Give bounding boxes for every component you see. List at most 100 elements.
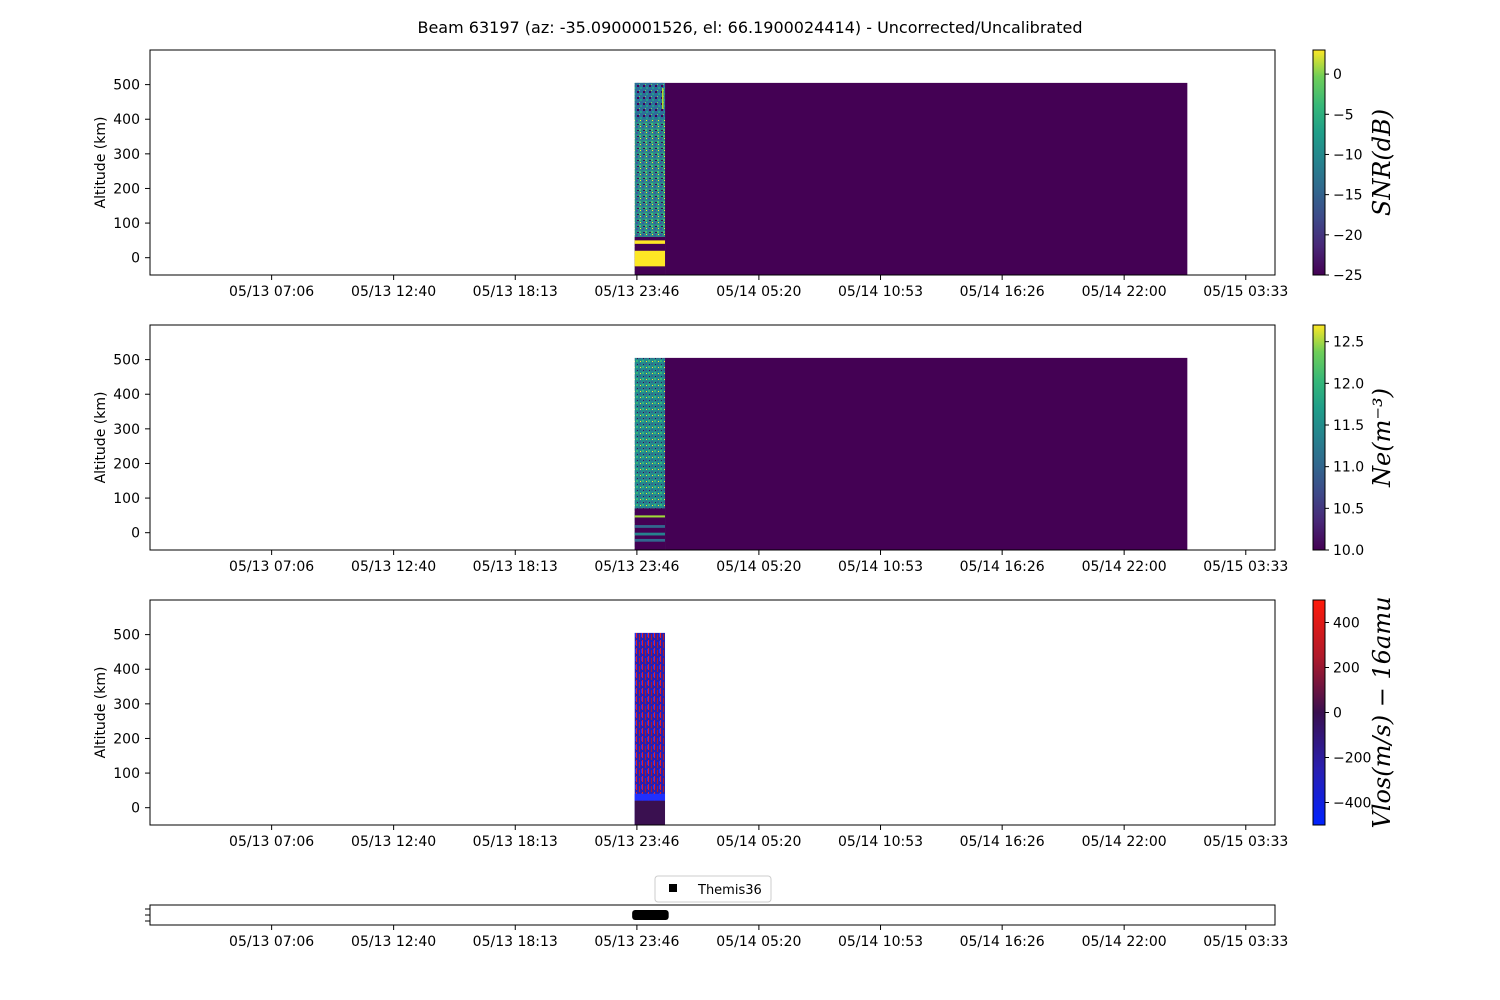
vlos-x-tick-label: 05/13 12:40 bbox=[351, 834, 436, 850]
ne-band bbox=[634, 525, 666, 528]
snr-colorbar bbox=[1312, 49, 1326, 276]
ne-y-tick-label: 400 bbox=[113, 387, 140, 403]
snr-x-tick-label: 05/13 23:46 bbox=[594, 284, 679, 300]
vlos-y-axis-label: Altitude (km) bbox=[93, 667, 109, 759]
vlos-x-tick-label: 05/14 05:20 bbox=[716, 834, 801, 850]
snr-x-tick-label: 05/13 12:40 bbox=[351, 284, 436, 300]
ne-y-tick-label: 0 bbox=[131, 526, 140, 542]
ne-colorbar bbox=[1312, 324, 1326, 551]
snr-axes-frame bbox=[149, 49, 1276, 276]
snr-x-tick-label: 05/14 05:20 bbox=[716, 284, 801, 300]
ne-y-axis-label: Altitude (km) bbox=[93, 392, 109, 484]
ne-x-tick-label: 05/14 16:26 bbox=[960, 559, 1045, 575]
heatmap-panels: 0 100 200 300 400 500 Altitude (km) 05/13 07:06… bbox=[93, 49, 1396, 850]
ne-colorbar-tick-label: 12.0 bbox=[1333, 376, 1364, 392]
ne-y-tick-label: 300 bbox=[113, 422, 140, 438]
vlos-y-tick-label: 500 bbox=[113, 628, 140, 644]
vlos-x-tick-label: 05/14 22:00 bbox=[1082, 834, 1167, 850]
event-axes-frame bbox=[149, 904, 1276, 926]
ne-x-tick-label: 05/14 10:53 bbox=[838, 559, 923, 575]
ne-colorbar-tick-label: 11.0 bbox=[1333, 460, 1364, 476]
figure-title: Beam 63197 (az: -35.0900001526, el: 66.1… bbox=[417, 18, 1082, 37]
event-x-tick-label: 05/13 18:13 bbox=[473, 934, 558, 950]
ne-x-tick-label: 05/13 18:13 bbox=[473, 559, 558, 575]
snr-y-tick-label: 100 bbox=[113, 216, 140, 232]
ne-x-tick-label: 05/15 03:33 bbox=[1203, 559, 1288, 575]
legend-entry: Themis36 bbox=[697, 883, 762, 898]
vlos-colorbar-tick-label: 400 bbox=[1333, 616, 1360, 632]
snr-y-tick-label: 200 bbox=[113, 181, 140, 197]
ne-colorbar-tick-label: 11.5 bbox=[1333, 418, 1364, 434]
vlos-low-band bbox=[634, 800, 666, 825]
event-x-tick-label: 05/15 03:33 bbox=[1203, 934, 1288, 950]
vlos-colorbar bbox=[1312, 599, 1326, 826]
ne-colorbar-tick-label: 10.5 bbox=[1333, 501, 1364, 517]
vlos-dense-cells bbox=[634, 632, 666, 825]
event-timeline-panel: Themis36 05/13 07:06 05/13 12:40 05/13 18:1… bbox=[145, 875, 1288, 950]
vlos-y-tick-label: 100 bbox=[113, 766, 140, 782]
snr-y-tick-label: 400 bbox=[113, 112, 140, 128]
event-x-tick-label: 05/14 05:20 bbox=[716, 934, 801, 950]
snr-streak bbox=[662, 88, 664, 109]
legend: Themis36 bbox=[654, 875, 772, 903]
ne-low-band bbox=[634, 508, 666, 550]
legend-marker bbox=[669, 884, 677, 892]
snr-colorbar-tick-label: −20 bbox=[1333, 228, 1363, 244]
ne-y-tick-label: 200 bbox=[113, 456, 140, 472]
snr-colorbar-label: SNR(dB) bbox=[1368, 109, 1396, 216]
ne-band bbox=[634, 538, 666, 542]
snr-x-tick-label: 05/14 16:26 bbox=[960, 284, 1045, 300]
ne-y-tick-label: 500 bbox=[113, 353, 140, 369]
event-x-tick-label: 05/13 07:06 bbox=[229, 934, 314, 950]
event-x-tick-label: 05/13 23:46 bbox=[594, 934, 679, 950]
snr-x-tick-label: 05/14 22:00 bbox=[1082, 284, 1167, 300]
snr-x-tick-label: 05/13 07:06 bbox=[229, 284, 314, 300]
snr-background-cells bbox=[665, 82, 1188, 275]
ne-band bbox=[634, 515, 666, 518]
vlos-x-tick-label: 05/14 16:26 bbox=[960, 834, 1045, 850]
vlos-x-tick-label: 05/15 03:33 bbox=[1203, 834, 1288, 850]
ne-y-tick-label: 100 bbox=[113, 491, 140, 507]
snr-colorbar-tick-label: −10 bbox=[1333, 147, 1363, 163]
ne-colorbar-tick-label: 12.5 bbox=[1333, 335, 1364, 351]
event-bar-themis36 bbox=[632, 910, 669, 920]
snr-upper-cells bbox=[634, 82, 666, 120]
ne-axes-frame bbox=[149, 324, 1276, 551]
ne-x-tick-label: 05/13 12:40 bbox=[351, 559, 436, 575]
event-x-tick-label: 05/14 16:26 bbox=[960, 934, 1045, 950]
snr-high-band bbox=[634, 240, 666, 244]
vlos-x-tick-label: 05/14 10:53 bbox=[838, 834, 923, 850]
panel-vlos: 0 100 200 300 400 500 Altitude (km) 05/13 07:06… bbox=[93, 596, 1396, 850]
vlos-y-tick-label: 0 bbox=[131, 801, 140, 817]
event-x-tick-label: 05/14 22:00 bbox=[1082, 934, 1167, 950]
ne-x-tick-label: 05/13 23:46 bbox=[594, 559, 679, 575]
ne-background-cells bbox=[665, 357, 1188, 550]
snr-y-tick-label: 0 bbox=[131, 251, 140, 267]
vlos-colorbar-tick-label: −400 bbox=[1333, 796, 1371, 812]
ne-colorbar-label: Ne(m⁻³) bbox=[1368, 388, 1396, 488]
vlos-y-tick-label: 400 bbox=[113, 662, 140, 678]
snr-x-tick-label: 05/15 03:33 bbox=[1203, 284, 1288, 300]
snr-x-tick-label: 05/14 10:53 bbox=[838, 284, 923, 300]
ne-x-tick-label: 05/13 07:06 bbox=[229, 559, 314, 575]
vlos-axes-frame bbox=[149, 599, 1276, 826]
ne-band bbox=[634, 532, 666, 536]
vlos-colorbar-label: Vlos(m/s) − 16amu bbox=[1368, 596, 1396, 828]
snr-y-tick-label: 300 bbox=[113, 147, 140, 163]
snr-colorbar-tick-label: −25 bbox=[1333, 268, 1363, 284]
vlos-x-tick-label: 05/13 18:13 bbox=[473, 834, 558, 850]
event-x-tick-label: 05/14 10:53 bbox=[838, 934, 923, 950]
vlos-colorbar-tick-label: −200 bbox=[1333, 751, 1371, 767]
ne-x-tick-label: 05/14 22:00 bbox=[1082, 559, 1167, 575]
event-x-tick-label: 05/13 12:40 bbox=[351, 934, 436, 950]
vlos-x-tick-label: 05/13 23:46 bbox=[594, 834, 679, 850]
vlos-x-tick-label: 05/13 07:06 bbox=[229, 834, 314, 850]
vlos-band bbox=[634, 793, 666, 801]
snr-y-tick-label: 500 bbox=[113, 78, 140, 94]
vlos-y-tick-label: 300 bbox=[113, 697, 140, 713]
snr-x-tick-label: 05/13 18:13 bbox=[473, 284, 558, 300]
snr-colorbar-tick-label: −15 bbox=[1333, 188, 1363, 204]
snr-high-band bbox=[634, 250, 666, 267]
panel-ne: 0 100 200 300 400 500 Altitude (km) 05/13 07:06… bbox=[93, 324, 1396, 575]
